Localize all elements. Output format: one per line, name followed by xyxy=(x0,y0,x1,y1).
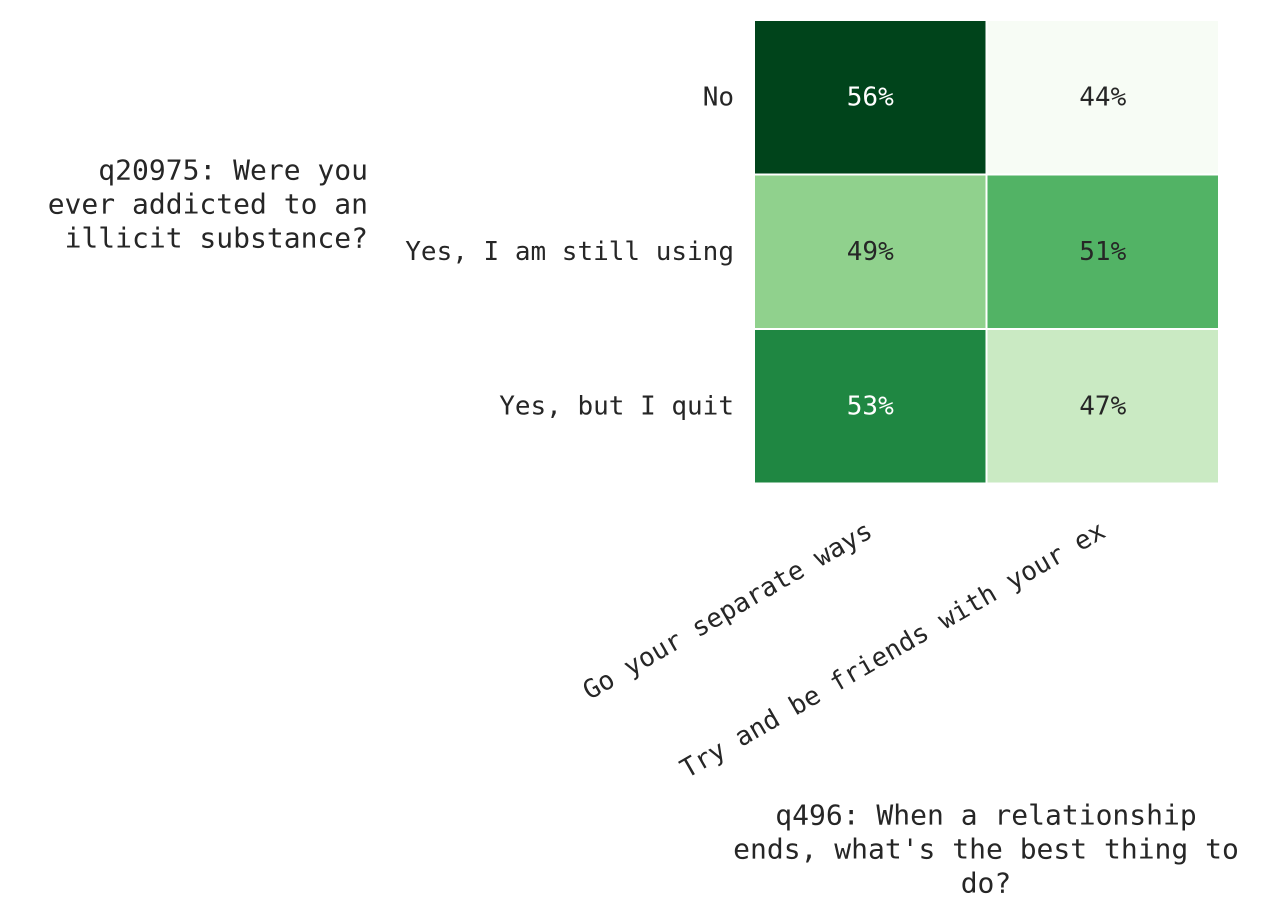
y-tick-label: Yes, I am still using xyxy=(405,237,734,267)
cell-value-label: 53% xyxy=(847,391,894,421)
x-tick-label: Try and be friends with your ex xyxy=(675,516,1110,785)
y-axis-label: q20975: Were you ever addicted to an illic… xyxy=(48,154,368,255)
x-axis-label: q496: When a relationship ends, what's th… xyxy=(733,799,1239,900)
heatmap-cell-r2-c1 xyxy=(985,328,1220,485)
heatmap-cell-r0-c1 xyxy=(985,19,1220,176)
y-tick-label: Yes, but I quit xyxy=(499,391,734,421)
heatmap-cell-r1-c1 xyxy=(985,173,1220,330)
heatmap-cell-r1-c0 xyxy=(753,173,988,330)
heatmap-cell-r0-c0 xyxy=(753,19,988,176)
cell-value-label: 56% xyxy=(847,82,894,112)
cell-value-label: 49% xyxy=(847,237,894,267)
heatmap-cells xyxy=(753,19,1220,485)
heatmap-cell-labels: 56% 44% 49% 51% 53% 47% xyxy=(847,82,1127,421)
cell-value-label: 47% xyxy=(1079,391,1126,421)
cell-value-label: 44% xyxy=(1079,82,1126,112)
cell-value-label: 51% xyxy=(1079,237,1126,267)
y-tick-label: No xyxy=(703,82,734,112)
y-axis-tick-labels: No Yes, I am still using Yes, but I quit xyxy=(405,82,734,421)
heatmap-cell-r2-c0 xyxy=(753,328,988,485)
